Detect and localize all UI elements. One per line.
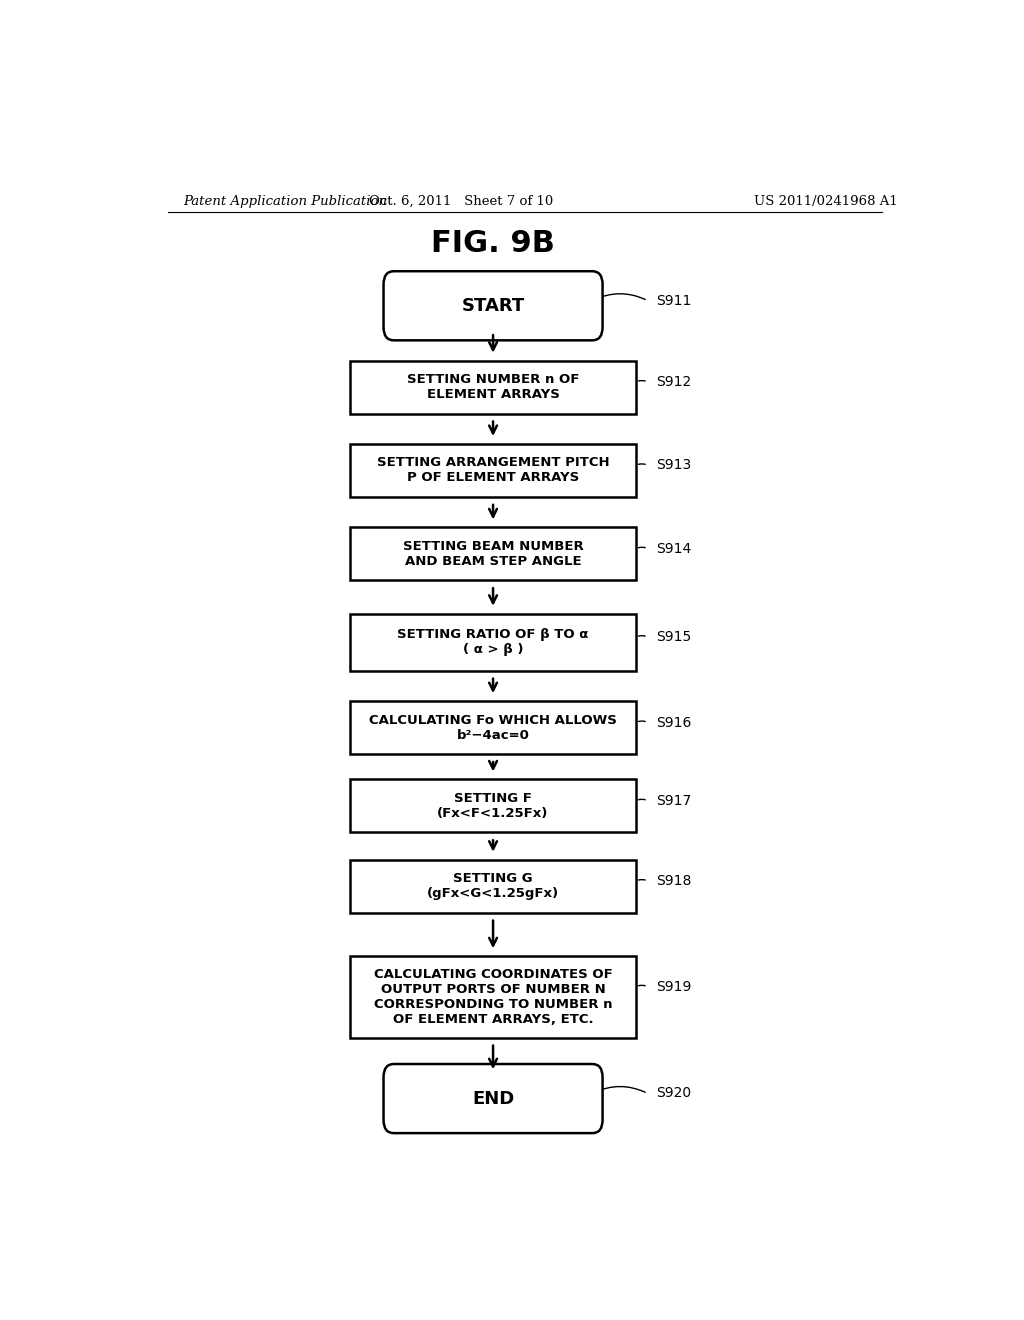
Text: S914: S914	[655, 541, 691, 556]
Text: S919: S919	[655, 979, 691, 994]
Text: S920: S920	[655, 1086, 691, 1101]
Text: END: END	[472, 1089, 514, 1107]
Bar	[350, 444, 636, 496]
Text: S917: S917	[655, 793, 691, 808]
Bar	[350, 859, 636, 912]
Text: FIG. 9B: FIG. 9B	[431, 230, 555, 259]
Text: CALCULATING COORDINATES OF
OUTPUT PORTS OF NUMBER N
CORRESPONDING TO NUMBER n
OF: CALCULATING COORDINATES OF OUTPUT PORTS …	[374, 968, 612, 1026]
Text: SETTING BEAM NUMBER
AND BEAM STEP ANGLE: SETTING BEAM NUMBER AND BEAM STEP ANGLE	[402, 540, 584, 568]
Text: S915: S915	[655, 630, 691, 644]
Text: US 2011/0241968 A1: US 2011/0241968 A1	[755, 194, 898, 207]
Bar	[350, 701, 636, 754]
Bar	[350, 956, 636, 1038]
Text: SETTING NUMBER n OF
ELEMENT ARRAYS: SETTING NUMBER n OF ELEMENT ARRAYS	[407, 374, 580, 401]
Bar	[350, 360, 636, 413]
Text: S913: S913	[655, 458, 691, 473]
Text: S912: S912	[655, 375, 691, 389]
Text: Patent Application Publication: Patent Application Publication	[183, 194, 387, 207]
Text: SETTING G
(gFx<G<1.25gFx): SETTING G (gFx<G<1.25gFx)	[427, 873, 559, 900]
Text: SETTING RATIO OF β TO α
( α > β ): SETTING RATIO OF β TO α ( α > β )	[397, 628, 589, 656]
Text: S916: S916	[655, 715, 691, 730]
Bar	[350, 779, 636, 833]
Text: Oct. 6, 2011   Sheet 7 of 10: Oct. 6, 2011 Sheet 7 of 10	[370, 194, 553, 207]
Bar	[350, 528, 636, 581]
Text: S918: S918	[655, 874, 691, 888]
Bar	[350, 614, 636, 671]
Text: START: START	[462, 297, 524, 314]
FancyBboxPatch shape	[384, 1064, 602, 1133]
Text: SETTING ARRANGEMENT PITCH
P OF ELEMENT ARRAYS: SETTING ARRANGEMENT PITCH P OF ELEMENT A…	[377, 457, 609, 484]
Text: SETTING F
(Fx<F<1.25Fx): SETTING F (Fx<F<1.25Fx)	[437, 792, 549, 820]
FancyBboxPatch shape	[384, 271, 602, 341]
Text: S911: S911	[655, 293, 691, 308]
Text: CALCULATING Fo WHICH ALLOWS
b²−4ac=0: CALCULATING Fo WHICH ALLOWS b²−4ac=0	[369, 714, 617, 742]
